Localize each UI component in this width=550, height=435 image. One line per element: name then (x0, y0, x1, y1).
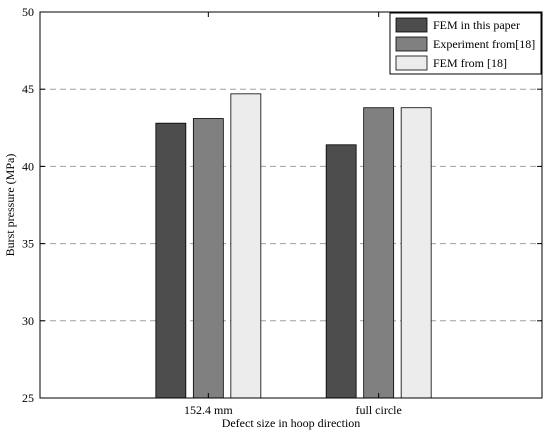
y-axis-label: Burst pressure (MPa) (3, 154, 17, 257)
bar (192, 118, 224, 399)
legend-swatch (395, 36, 428, 52)
legend-swatch (395, 55, 428, 71)
bar (400, 107, 432, 399)
y-tick-label: 35 (22, 237, 34, 251)
legend-label: Experiment from[18] (433, 37, 535, 51)
bar (325, 144, 357, 399)
plot-frame (39, 11, 543, 399)
x-axis-label: Defect size in hoop direction (222, 416, 361, 430)
y-tick-label: 25 (22, 391, 34, 405)
y-tick-label: 30 (22, 314, 34, 328)
y-tick-label: 45 (22, 82, 34, 96)
x-tick-label: 152.4 mm (184, 403, 233, 417)
y-tick-label: 50 (22, 5, 34, 19)
plot-area (40, 12, 542, 398)
x-tick-label: full circle (356, 403, 402, 417)
legend-label: FEM in this paper (433, 18, 520, 32)
grid-lines (40, 88, 542, 322)
y-tick-label: 40 (22, 159, 34, 173)
axis-ticks: 25 30 35 40 45 50 152.4 mm full circle (22, 5, 542, 417)
legend-label: FEM from [18] (433, 56, 507, 70)
bar (363, 107, 395, 399)
bar (155, 122, 187, 399)
legend-swatch (395, 17, 428, 33)
bar (230, 93, 262, 399)
legend: FEM in this paper Experiment from[18] FEM … (389, 12, 542, 75)
